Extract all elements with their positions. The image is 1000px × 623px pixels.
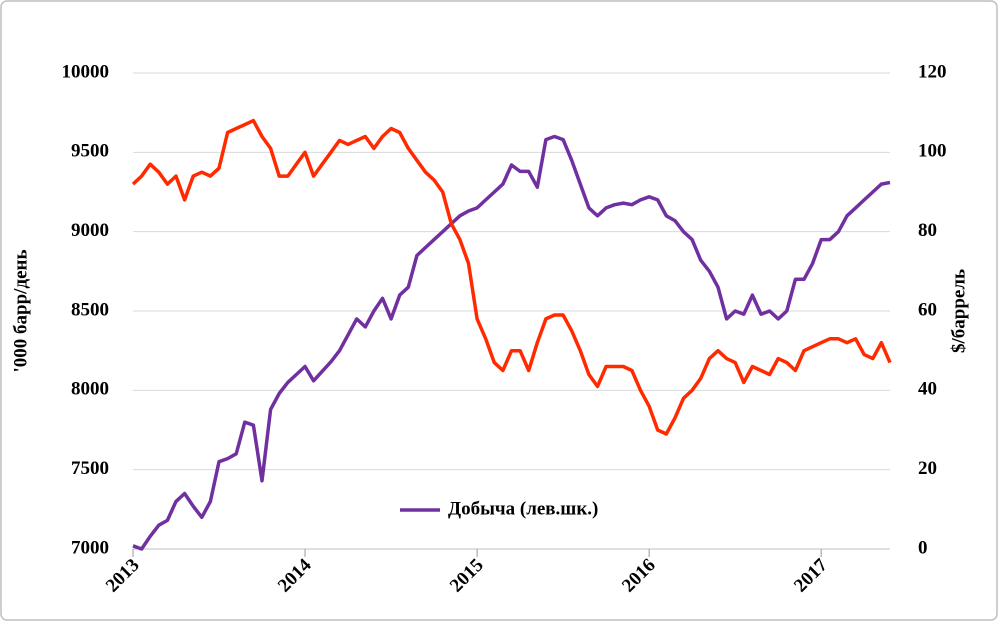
y2-tick-label: 20 <box>918 458 937 479</box>
y2-tick-label: 0 <box>918 537 928 558</box>
y-tick-label: 8500 <box>71 299 109 320</box>
y-tick-label: 10000 <box>62 61 110 82</box>
y-tick-label: 7500 <box>71 458 109 479</box>
series-line <box>132 134 891 551</box>
y-tick-label: 9000 <box>71 220 109 241</box>
y-tick-label: 8000 <box>71 379 109 400</box>
y2-tick-label: 40 <box>918 379 937 400</box>
y2-tick-label: 80 <box>918 220 937 241</box>
legend-label: Добыча (лев.шк.) <box>448 498 598 519</box>
y-tick-label: 7000 <box>71 537 109 558</box>
y2-tick-label: 120 <box>918 61 947 82</box>
series-line <box>131 118 892 436</box>
y-axis-label: '000 барр/день <box>10 250 31 373</box>
y2-tick-label: 60 <box>918 299 937 320</box>
y-tick-label: 9500 <box>71 141 109 162</box>
y2-axis-label: $/баррель <box>948 269 969 353</box>
y2-tick-label: 100 <box>918 141 947 162</box>
